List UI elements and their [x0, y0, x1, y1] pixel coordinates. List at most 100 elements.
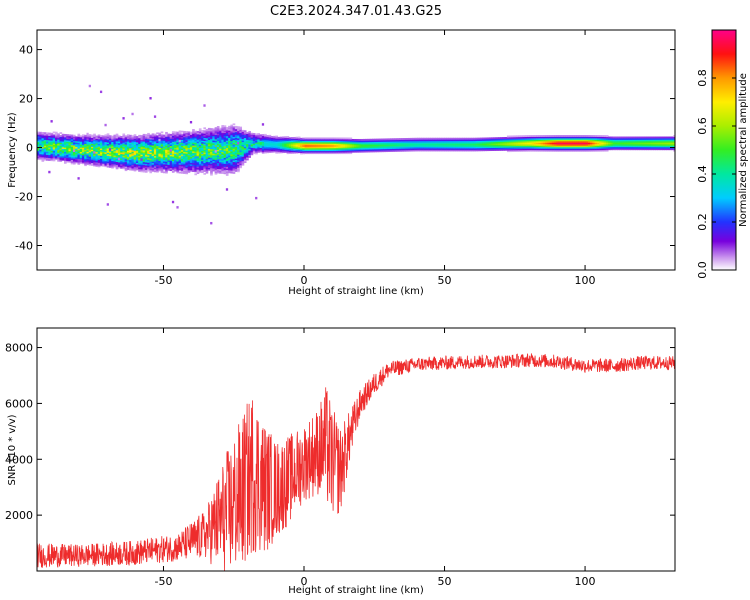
heatmap-cell — [576, 149, 580, 152]
heatmap-cell — [126, 162, 130, 165]
heatmap-cell — [275, 140, 278, 142]
heatmap-cell — [423, 146, 427, 149]
heatmap-cell — [86, 145, 90, 148]
heatmap-cell — [275, 144, 278, 147]
heatmap-cell — [81, 157, 85, 160]
heatmap-cell — [205, 145, 209, 148]
heatmap-cell — [106, 164, 110, 167]
heatmap-cell — [239, 154, 243, 157]
heatmap-cell — [306, 152, 310, 155]
heatmap-cell — [500, 137, 503, 140]
heatmap-cell — [189, 164, 193, 166]
heatmap-cell — [412, 146, 416, 149]
heatmap-cell — [277, 145, 281, 148]
heatmap-cell — [133, 165, 137, 167]
heatmap-cell — [41, 142, 45, 145]
heatmap-cell — [279, 139, 283, 142]
heatmap-cell — [536, 145, 539, 148]
heatmap-cell — [124, 136, 128, 139]
heatmap-cell — [331, 141, 335, 144]
heatmap-cell — [133, 156, 137, 159]
heatmap-cell — [225, 171, 229, 173]
heatmap-cell — [178, 145, 182, 148]
heatmap-cell — [214, 149, 218, 152]
heatmap-cell — [169, 166, 173, 169]
heatmap-cell — [291, 145, 294, 148]
heatmap-cell — [129, 156, 132, 159]
heatmap-cell — [302, 142, 305, 144]
heatmap-cell — [434, 149, 438, 152]
heatmap-cell — [225, 146, 229, 149]
heatmap-cell — [122, 146, 126, 149]
heatmap-cell — [158, 141, 162, 144]
heatmap-cell — [115, 136, 119, 139]
heatmap-cell — [392, 141, 395, 144]
heatmap-cell — [210, 141, 213, 144]
heatmap-cell — [223, 144, 227, 147]
heatmap-cell — [207, 130, 211, 133]
heatmap-cell — [648, 138, 652, 140]
heatmap-cell — [106, 153, 110, 156]
heatmap-cell — [342, 138, 346, 141]
heatmap-cell — [632, 143, 636, 146]
heatmap-cell — [293, 139, 296, 142]
heatmap-cell — [637, 143, 640, 146]
heatmap-cell — [102, 136, 105, 139]
heatmap-cell — [563, 143, 566, 146]
heatmap-cell — [225, 150, 229, 153]
heatmap-cell — [183, 161, 186, 164]
heatmap-cell — [41, 137, 45, 140]
heatmap-cell — [358, 146, 362, 149]
heatmap-cell — [545, 135, 548, 137]
heatmap-cell — [198, 132, 202, 135]
heatmap-cell — [194, 173, 198, 176]
heatmap-cell — [592, 149, 596, 152]
heatmap-cell — [59, 132, 63, 134]
heatmap-cell — [129, 161, 132, 164]
heatmap-cell — [86, 163, 90, 166]
heatmap-cell — [605, 146, 609, 149]
heatmap-cell — [421, 137, 425, 140]
heatmap-cell — [205, 168, 209, 171]
heatmap-cell — [225, 163, 229, 166]
heatmap-cell — [538, 139, 542, 142]
heatmap-cell — [219, 157, 222, 159]
heatmap-cell — [72, 136, 76, 139]
heatmap-cell — [578, 142, 582, 145]
heatmap-cell — [230, 168, 234, 171]
snr-series-line — [37, 353, 675, 571]
heatmap-cell — [351, 138, 355, 141]
heatmap-cell — [176, 133, 180, 136]
heatmap-cell — [147, 135, 150, 138]
heatmap-cell — [529, 145, 533, 148]
heatmap-cell — [547, 135, 551, 137]
heatmap-cell — [196, 154, 200, 157]
heatmap-cell — [153, 115, 157, 118]
heatmap-cell — [313, 144, 317, 147]
heatmap-cell — [108, 136, 112, 139]
heatmap-cell — [313, 146, 317, 149]
heatmap-cell — [257, 141, 260, 144]
heatmap-cell — [115, 161, 119, 164]
heatmap-cell — [268, 139, 272, 142]
heatmap-cell — [554, 143, 557, 146]
heatmap-cell — [331, 149, 335, 152]
heatmap-cell — [189, 155, 193, 158]
heatmap-cell — [189, 143, 193, 146]
heatmap-cell — [144, 140, 148, 142]
heatmap-cell — [63, 148, 67, 151]
heatmap-cell — [252, 149, 256, 152]
heatmap-cell — [282, 137, 285, 140]
heatmap-cell — [219, 127, 222, 130]
heatmap-cell — [239, 151, 243, 154]
heatmap-cell — [237, 146, 240, 149]
heatmap-cell — [72, 162, 76, 165]
heatmap-cell — [196, 172, 200, 175]
heatmap-cell — [309, 147, 312, 150]
heatmap-cell — [140, 148, 144, 151]
heatmap-cell — [252, 139, 256, 141]
heatmap-cell — [165, 143, 168, 146]
heatmap-cell — [239, 148, 243, 151]
heatmap-cell — [63, 147, 67, 150]
heatmap-cell — [192, 153, 195, 156]
